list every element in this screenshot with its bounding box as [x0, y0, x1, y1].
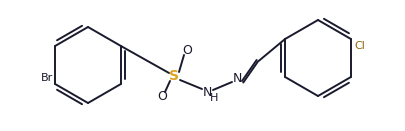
Text: Cl: Cl	[354, 41, 365, 51]
Text: Br: Br	[41, 73, 53, 83]
Text: N: N	[202, 86, 212, 100]
Text: H: H	[210, 93, 218, 103]
Text: S: S	[169, 69, 179, 83]
Text: N: N	[232, 72, 242, 86]
Text: O: O	[157, 91, 167, 103]
Text: O: O	[182, 43, 192, 56]
